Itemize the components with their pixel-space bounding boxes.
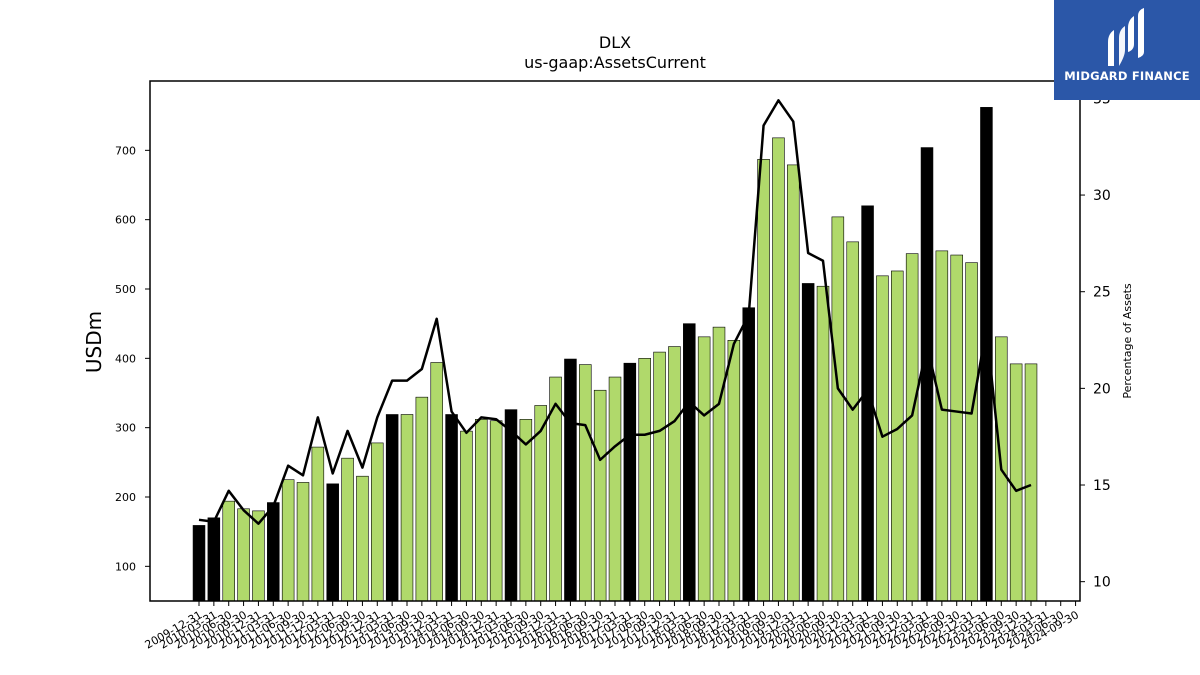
brand-name: MIDGARD FINANCE: [1054, 69, 1200, 83]
bar: [371, 443, 383, 601]
y-tick-label: 300: [115, 422, 136, 435]
bar: [223, 501, 235, 601]
bar: [787, 165, 799, 601]
bar: [505, 410, 517, 601]
bar: [713, 327, 725, 601]
bar: [208, 518, 220, 601]
chart-subtitle: us-gaap:AssetsCurrent: [524, 53, 706, 72]
bar: [624, 363, 636, 601]
bar: [1010, 364, 1022, 601]
chart-title: DLX: [599, 33, 631, 52]
bar: [431, 362, 443, 601]
bar: [654, 352, 666, 601]
y-tick-label: 700: [115, 144, 136, 157]
bar: [728, 340, 740, 601]
y2-axis-label: Percentage of Assets: [1121, 283, 1134, 399]
bar: [446, 414, 458, 601]
bar: [1025, 364, 1037, 601]
y-tick-label: 600: [115, 214, 136, 227]
bar: [921, 148, 933, 601]
y2-tick-label: 30: [1093, 188, 1111, 204]
y-tick-label: 500: [115, 283, 136, 296]
bar: [490, 421, 502, 601]
y2-tick-label: 25: [1093, 285, 1111, 301]
bar: [356, 476, 368, 601]
bar: [193, 525, 205, 601]
bar: [564, 359, 576, 601]
bar: [876, 276, 888, 601]
y-tick-label: 400: [115, 352, 136, 365]
bar: [327, 484, 339, 601]
bar: [891, 271, 903, 601]
bar: [683, 324, 695, 601]
bar: [416, 397, 428, 601]
bar: [668, 347, 680, 601]
bar: [817, 286, 829, 601]
bar: [594, 390, 606, 601]
bar: [758, 159, 770, 601]
bar: [267, 503, 279, 601]
bar: [847, 242, 859, 601]
y-tick-label: 100: [115, 560, 136, 573]
bar: [312, 447, 324, 601]
bar: [401, 414, 413, 601]
y-tick-label: 200: [115, 491, 136, 504]
bar: [951, 255, 963, 601]
y2-tick-label: 20: [1093, 381, 1111, 397]
bar: [579, 365, 591, 601]
bar: [802, 283, 814, 601]
bar: [297, 482, 309, 601]
bar: [698, 337, 710, 601]
bar: [386, 414, 398, 601]
bar: [460, 431, 472, 601]
bar: [609, 377, 621, 601]
bar: [743, 308, 755, 601]
y2-tick-label: 10: [1093, 575, 1111, 591]
y2-tick-label: 15: [1093, 478, 1111, 494]
bar: [238, 509, 250, 601]
bar: [906, 254, 918, 601]
bar: [475, 419, 487, 601]
bar: [342, 458, 354, 601]
bar: [520, 419, 532, 601]
brand-logo: MIDGARD FINANCE: [1054, 0, 1200, 100]
midgard-m-icon: [1104, 8, 1150, 70]
bar: [639, 358, 651, 601]
bar: [936, 251, 948, 601]
y-axis-label: USDm: [82, 311, 106, 373]
bar: [966, 263, 978, 601]
bar: [282, 480, 294, 601]
bar: [832, 217, 844, 601]
bar: [772, 138, 784, 601]
